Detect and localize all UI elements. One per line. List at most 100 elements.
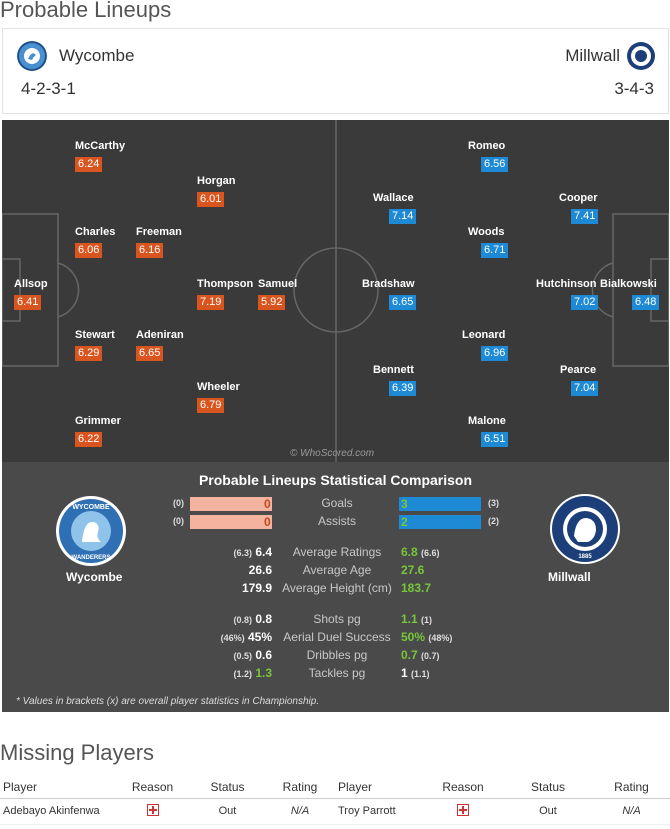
player-name: Cooper bbox=[559, 192, 598, 204]
aerial-label: Aerial Duel Success bbox=[283, 630, 391, 644]
player-rating: 5.92 bbox=[258, 295, 286, 310]
player-woods[interactable]: Woods 6.71 bbox=[468, 226, 538, 266]
player-name: Allsop bbox=[14, 278, 48, 290]
away-assists-value: 2 bbox=[401, 515, 408, 529]
home-age-value: 26.6 bbox=[248, 563, 272, 577]
table-header-row: Player Reason Status Rating Player Reaso… bbox=[0, 776, 670, 799]
player-leonard[interactable]: Leonard 6.96 bbox=[462, 329, 532, 369]
svg-text:WYCOMBE: WYCOMBE bbox=[72, 504, 110, 511]
player-cooper[interactable]: Cooper 7.41 bbox=[559, 192, 629, 232]
avg-ratings-label: Average Ratings bbox=[292, 545, 382, 559]
player-name: Woods bbox=[468, 226, 505, 238]
away-height-value: 183.7 bbox=[401, 581, 432, 595]
home-ratings-value: 6.4 bbox=[255, 545, 272, 559]
player-samuel[interactable]: Samuel 5.92 bbox=[258, 278, 328, 318]
stats-comparison: Probable Lineups Statistical Comparison … bbox=[2, 462, 669, 712]
col-header-status: Status bbox=[503, 776, 593, 799]
pitch: McCarthy 6.24 Horgan 6.01 Charles 6.06 Free… bbox=[2, 120, 669, 462]
player-name: Thompson bbox=[197, 278, 254, 290]
avg-age-row: 26.6 Average Age 27.6 bbox=[2, 563, 669, 581]
player-name: Leonard bbox=[462, 329, 506, 341]
missing-player-link[interactable]: Troy Parrott bbox=[335, 798, 423, 825]
player-name: Bennett bbox=[373, 364, 414, 376]
away-aerial-overall: (48%) bbox=[428, 633, 453, 643]
player-status: Out bbox=[503, 798, 593, 825]
shots-row: (0.8) 0.8 Shots pg 1.1 (1) bbox=[2, 612, 669, 630]
avg-height-label: Average Height (cm) bbox=[282, 581, 392, 595]
wycombe-badge-icon bbox=[17, 41, 47, 71]
player-name: Adeniran bbox=[136, 329, 184, 341]
col-header-rating: Rating bbox=[265, 776, 335, 799]
player-thompson[interactable]: Thompson 7.19 bbox=[197, 278, 267, 318]
wycombe-crest-icon: WYCOMBE WANDERERS bbox=[56, 496, 126, 566]
player-rating: 6.39 bbox=[389, 381, 417, 396]
goals-row: (0) 0 Goals 3 (3) bbox=[2, 496, 669, 514]
player-romeo[interactable]: Romeo 6.56 bbox=[468, 140, 538, 180]
missing-player-link[interactable]: Adebayo Akinfenwa bbox=[0, 798, 115, 825]
watermark: © WhoScored.com bbox=[290, 448, 375, 459]
injury-icon bbox=[457, 803, 469, 816]
stats-footnote: * Values in brackets (x) are overall pla… bbox=[16, 696, 320, 707]
away-tackles-value: 1 bbox=[401, 666, 408, 680]
away-team-link[interactable]: Millwall bbox=[565, 41, 656, 71]
avg-age-label: Average Age bbox=[302, 563, 372, 577]
assists-label: Assists bbox=[317, 514, 356, 528]
home-aerial-overall: (46%) bbox=[220, 633, 245, 643]
player-pearce[interactable]: Pearce 7.04 bbox=[560, 364, 630, 404]
col-header-rating: Rating bbox=[593, 776, 670, 799]
player-name: Pearce bbox=[560, 364, 597, 376]
player-stewart[interactable]: Stewart 6.29 bbox=[75, 329, 145, 369]
player-name: Stewart bbox=[75, 329, 115, 341]
player-rating: 6.24 bbox=[75, 157, 103, 172]
player-allsop[interactable]: Allsop 6.41 bbox=[14, 278, 84, 318]
col-header-status: Status bbox=[190, 776, 265, 799]
player-bialkowski[interactable]: Bialkowski 6.48 bbox=[600, 278, 668, 318]
player-rating: N/A bbox=[593, 798, 670, 825]
home-aerial-value: 45% bbox=[247, 630, 272, 644]
goals-label: Goals bbox=[321, 496, 353, 510]
home-tackles-value: 1.3 bbox=[255, 666, 272, 680]
away-shots-overall: (1) bbox=[421, 615, 433, 625]
player-wallace[interactable]: Wallace 7.14 bbox=[373, 192, 443, 232]
home-ratings-overall: (6.3) bbox=[233, 548, 252, 558]
player-rating: 6.29 bbox=[75, 346, 103, 361]
player-freeman[interactable]: Freeman 6.16 bbox=[136, 226, 206, 266]
player-wheeler[interactable]: Wheeler 6.79 bbox=[197, 381, 267, 421]
player-rating: 6.79 bbox=[197, 398, 225, 413]
home-dribbles-value: 0.6 bbox=[255, 648, 272, 662]
away-goals-value: 3 bbox=[401, 497, 408, 511]
player-bennett[interactable]: Bennett 6.39 bbox=[373, 364, 443, 404]
dribbles-label: Dribbles pg bbox=[306, 648, 368, 662]
player-name: Grimmer bbox=[75, 415, 121, 427]
player-charles[interactable]: Charles 6.06 bbox=[75, 226, 145, 266]
player-name: Charles bbox=[75, 226, 116, 238]
player-rating: 6.16 bbox=[136, 243, 164, 258]
shots-label: Shots pg bbox=[313, 612, 361, 626]
dribbles-row: (0.5) 0.6 Dribbles pg 0.7 (0.7) bbox=[2, 648, 669, 666]
missing-players-table: Player Reason Status Rating Player Reaso… bbox=[0, 776, 670, 825]
player-name: Bialkowski bbox=[600, 278, 657, 290]
millwall-badge-icon bbox=[627, 42, 655, 70]
player-bradshaw[interactable]: Bradshaw 6.65 bbox=[362, 278, 432, 318]
away-age-value: 27.6 bbox=[401, 563, 425, 577]
player-malone[interactable]: Malone 6.51 bbox=[468, 415, 538, 455]
player-rating: 7.14 bbox=[389, 209, 417, 224]
player-mccarthy[interactable]: McCarthy 6.24 bbox=[75, 140, 145, 180]
player-horgan[interactable]: Horgan 6.01 bbox=[197, 175, 267, 215]
away-tackles-overall: (1.1) bbox=[411, 669, 430, 679]
player-adeniran[interactable]: Adeniran 6.65 bbox=[136, 329, 206, 369]
home-goals-bar bbox=[190, 497, 272, 511]
player-rating: 6.56 bbox=[481, 157, 509, 172]
player-grimmer[interactable]: Grimmer 6.22 bbox=[75, 415, 145, 455]
player-hutchinson[interactable]: Hutchinson 7.02 bbox=[536, 278, 606, 318]
player-rating: 6.22 bbox=[75, 432, 103, 447]
away-assists-overall: (2) bbox=[488, 516, 499, 526]
svg-text:1885: 1885 bbox=[578, 554, 592, 560]
millwall-crest-icon: 1885 bbox=[550, 494, 620, 564]
missing-players-title: Missing Players bbox=[0, 740, 155, 765]
col-header-reason: Reason bbox=[115, 776, 190, 799]
player-rating: 6.06 bbox=[75, 243, 103, 258]
player-rating: 6.41 bbox=[14, 295, 42, 310]
home-team-link[interactable]: Wycombe bbox=[17, 41, 134, 71]
player-name: Wallace bbox=[373, 192, 414, 204]
